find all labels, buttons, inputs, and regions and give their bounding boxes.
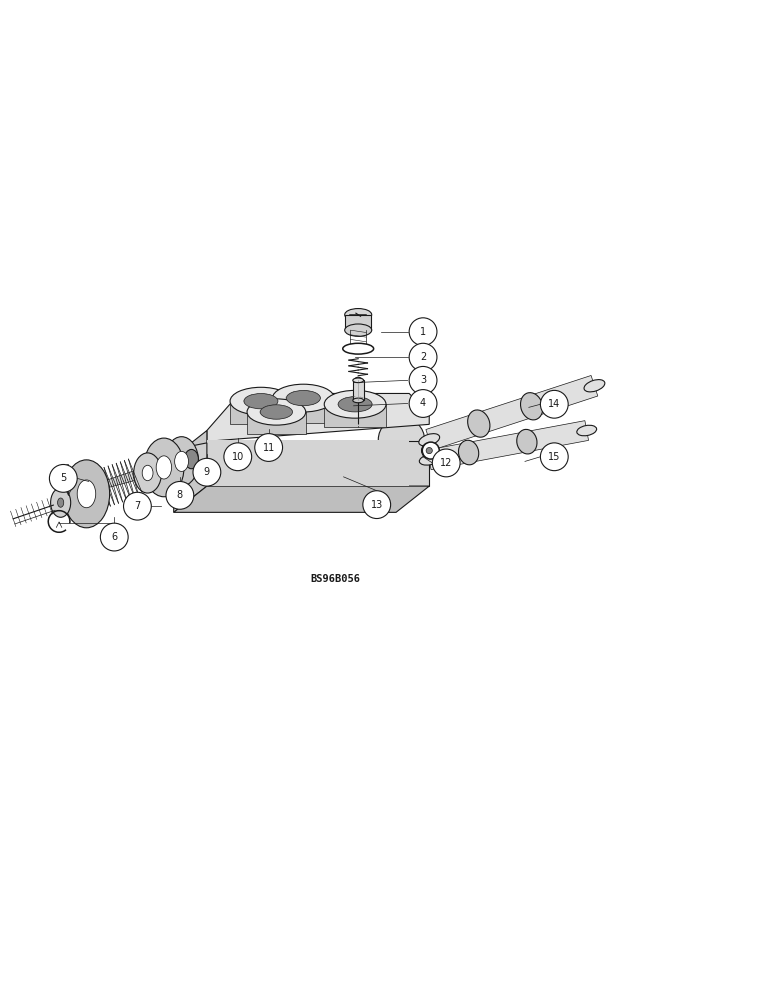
Ellipse shape	[343, 343, 374, 354]
Polygon shape	[207, 441, 429, 486]
Ellipse shape	[419, 455, 439, 465]
Polygon shape	[273, 398, 334, 423]
Ellipse shape	[164, 437, 198, 486]
Polygon shape	[324, 404, 386, 427]
Polygon shape	[428, 421, 588, 470]
Text: 12: 12	[440, 458, 452, 468]
Ellipse shape	[185, 449, 198, 469]
Circle shape	[432, 449, 460, 477]
Ellipse shape	[584, 380, 604, 392]
Circle shape	[540, 390, 568, 418]
Polygon shape	[174, 443, 207, 483]
Polygon shape	[345, 315, 371, 330]
Ellipse shape	[344, 309, 372, 321]
Text: 10: 10	[232, 452, 244, 462]
Circle shape	[100, 523, 128, 551]
Circle shape	[166, 481, 194, 509]
Circle shape	[193, 458, 221, 486]
Circle shape	[540, 443, 568, 471]
Circle shape	[409, 343, 437, 371]
Text: 7: 7	[134, 501, 141, 511]
Ellipse shape	[324, 390, 386, 418]
Circle shape	[49, 464, 77, 492]
Circle shape	[224, 443, 252, 471]
Circle shape	[354, 377, 363, 387]
Ellipse shape	[459, 440, 479, 465]
Ellipse shape	[516, 429, 537, 454]
Text: 6: 6	[111, 532, 117, 542]
Polygon shape	[207, 440, 409, 486]
Circle shape	[409, 318, 437, 346]
Ellipse shape	[419, 434, 439, 446]
Ellipse shape	[422, 442, 439, 459]
Ellipse shape	[353, 378, 364, 383]
Ellipse shape	[577, 425, 597, 436]
Polygon shape	[426, 375, 598, 450]
Ellipse shape	[142, 465, 153, 481]
Ellipse shape	[260, 405, 293, 419]
Ellipse shape	[230, 387, 292, 415]
Ellipse shape	[338, 397, 372, 412]
Ellipse shape	[353, 398, 364, 403]
Ellipse shape	[58, 498, 64, 507]
Polygon shape	[174, 431, 207, 512]
Ellipse shape	[63, 460, 110, 528]
Text: 9: 9	[204, 467, 210, 477]
Ellipse shape	[426, 448, 432, 454]
Polygon shape	[247, 412, 306, 434]
Polygon shape	[207, 393, 429, 441]
Ellipse shape	[144, 438, 184, 497]
Ellipse shape	[273, 384, 334, 412]
Ellipse shape	[247, 399, 306, 425]
Ellipse shape	[344, 324, 372, 336]
Ellipse shape	[174, 451, 188, 471]
Ellipse shape	[51, 488, 71, 517]
Text: 2: 2	[420, 352, 426, 362]
Text: 4: 4	[420, 398, 426, 408]
Text: 5: 5	[60, 473, 66, 483]
Text: 13: 13	[371, 500, 383, 510]
Text: 8: 8	[177, 490, 183, 500]
Circle shape	[124, 492, 151, 520]
Polygon shape	[174, 486, 429, 512]
Polygon shape	[85, 452, 188, 494]
Ellipse shape	[422, 443, 437, 458]
Text: BS96B056: BS96B056	[311, 574, 361, 584]
Circle shape	[409, 390, 437, 417]
Text: 15: 15	[548, 452, 560, 462]
Text: 1: 1	[420, 327, 426, 337]
Ellipse shape	[468, 410, 490, 437]
Ellipse shape	[244, 394, 278, 409]
Text: 14: 14	[548, 399, 560, 409]
Polygon shape	[353, 380, 364, 400]
Circle shape	[255, 434, 283, 461]
Ellipse shape	[156, 456, 171, 479]
Ellipse shape	[134, 453, 161, 493]
Ellipse shape	[77, 480, 96, 508]
Circle shape	[409, 366, 437, 394]
Polygon shape	[230, 401, 292, 424]
Circle shape	[363, 491, 391, 519]
Text: 3: 3	[420, 375, 426, 385]
Ellipse shape	[520, 393, 543, 420]
Ellipse shape	[378, 417, 425, 462]
Ellipse shape	[286, 390, 320, 406]
Text: 11: 11	[262, 443, 275, 453]
